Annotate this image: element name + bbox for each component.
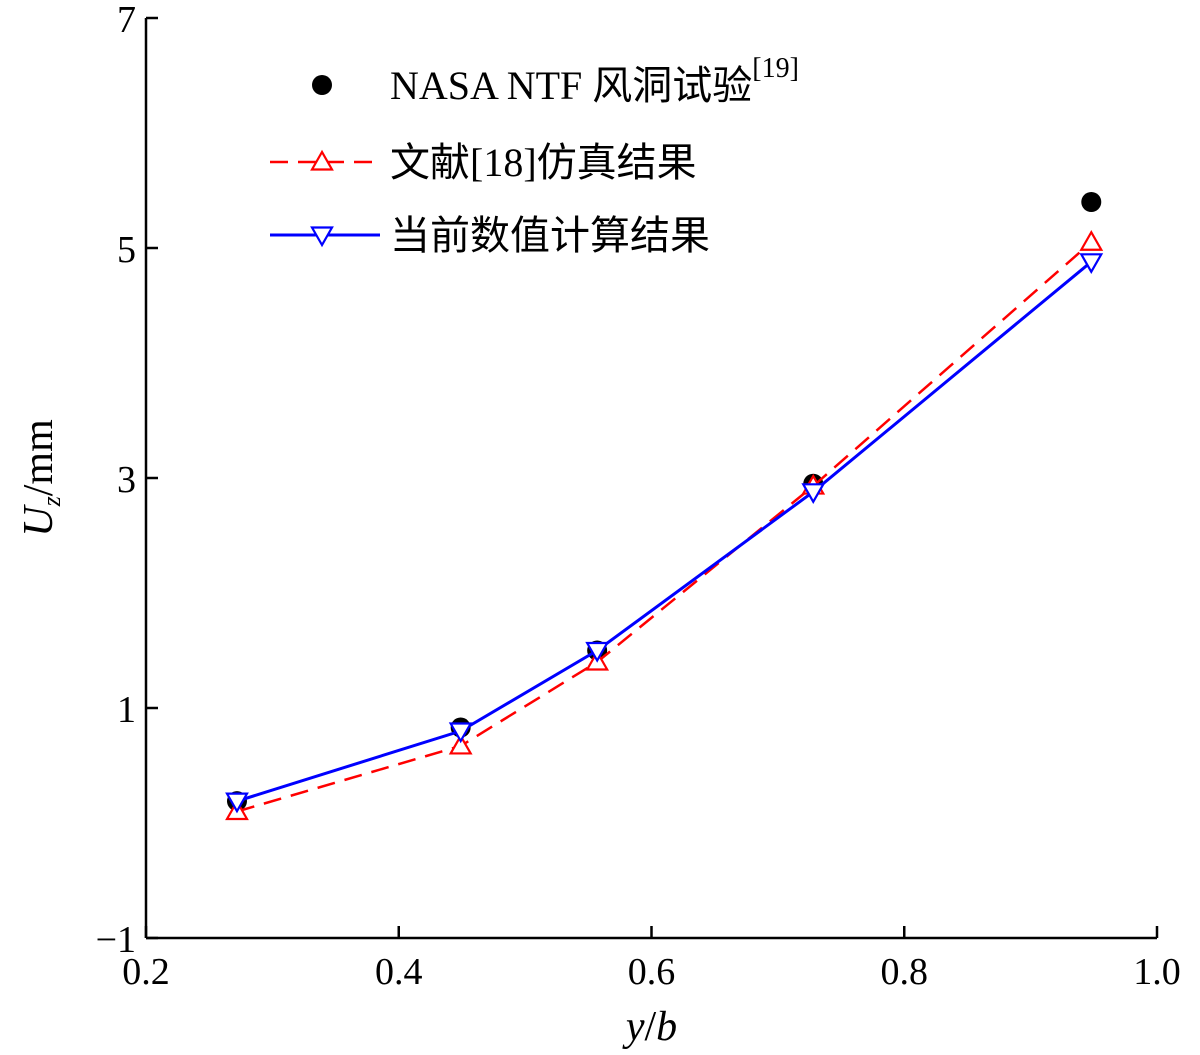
series-1 [226, 192, 1102, 812]
legend-marker [312, 75, 332, 95]
legend-label: 当前数值计算结果 [390, 213, 710, 258]
series-3-point [585, 641, 610, 663]
series-layer [225, 192, 1104, 821]
legend-item-1: NASA NTF 风洞试验[19] [312, 53, 799, 108]
series-3 [225, 253, 1104, 814]
y-axis-label: Uz/mm [16, 419, 66, 537]
x-axis-label: y/b [622, 1004, 677, 1050]
series-3-point [801, 483, 826, 505]
legend-item-2: 文献[18]仿真结果 [270, 140, 697, 185]
legend-label: NASA NTF 风洞试验[19] [390, 53, 799, 108]
y-tick-label: 5 [117, 229, 136, 271]
x-tick-label: 1.0 [1133, 951, 1181, 993]
series-3-point [225, 792, 249, 814]
x-tick-label: 0.6 [628, 951, 676, 993]
series-3-point [1079, 253, 1104, 275]
y-tick-label: 1 [117, 689, 136, 731]
series-3-point [448, 722, 473, 744]
series-3-line [236, 260, 1093, 803]
series-2 [225, 230, 1104, 821]
x-tick-label: 0.2 [122, 951, 170, 993]
x-tick-label: 0.4 [375, 951, 423, 993]
legend-item-3: 当前数值计算结果 [270, 213, 710, 258]
axes: 0.2 0.4 0.6 0.8 1.0 −1 1 3 5 7 y/b Uz/mm [16, 0, 1181, 1050]
y-tick-label: 3 [117, 459, 136, 501]
series-1-point [1081, 192, 1102, 212]
y-tick-label: −1 [96, 919, 136, 961]
legend-marker [310, 226, 334, 248]
legend-label: 文献[18]仿真结果 [390, 140, 697, 185]
x-tick-label: 0.8 [881, 951, 929, 993]
series-2-line [236, 241, 1093, 813]
series-2-point [1079, 230, 1104, 251]
y-tick-label: 7 [117, 0, 136, 41]
legend-marker [310, 149, 334, 171]
series-2-point [448, 733, 473, 755]
